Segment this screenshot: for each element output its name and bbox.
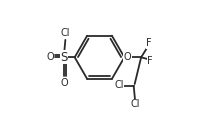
Text: F: F bbox=[147, 56, 153, 66]
Text: O: O bbox=[60, 78, 68, 88]
Text: Cl: Cl bbox=[114, 80, 124, 90]
Text: S: S bbox=[60, 51, 68, 64]
Text: Cl: Cl bbox=[61, 28, 70, 38]
Text: Cl: Cl bbox=[130, 99, 140, 109]
Text: O: O bbox=[124, 52, 131, 62]
Text: F: F bbox=[147, 38, 152, 48]
Text: O: O bbox=[46, 52, 54, 62]
